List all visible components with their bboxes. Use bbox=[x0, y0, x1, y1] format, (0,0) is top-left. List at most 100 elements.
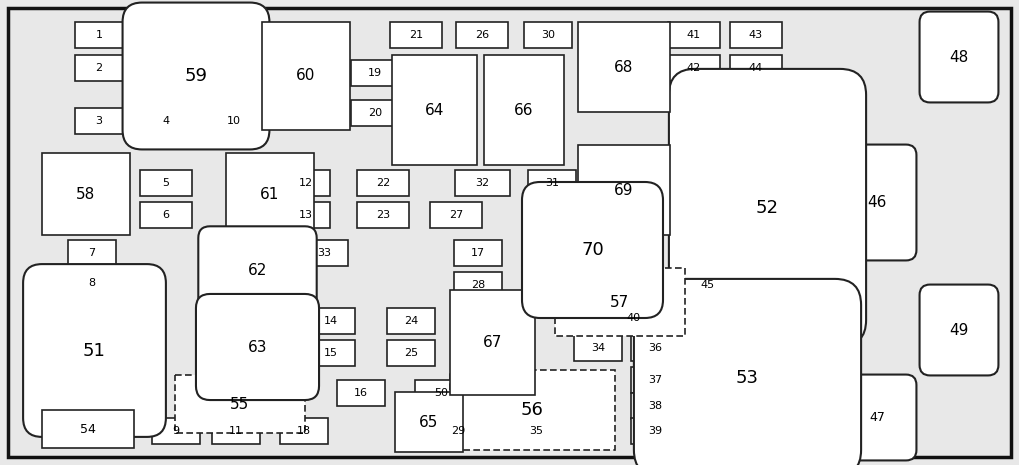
Text: 31: 31 bbox=[545, 178, 559, 188]
Bar bbox=[631, 418, 679, 444]
Bar bbox=[307, 308, 355, 334]
Text: 33: 33 bbox=[317, 248, 331, 258]
Bar bbox=[455, 22, 508, 48]
Text: 28: 28 bbox=[471, 280, 485, 290]
Text: 13: 13 bbox=[299, 210, 313, 220]
Bar bbox=[42, 153, 130, 235]
Text: 30: 30 bbox=[541, 30, 555, 40]
Bar bbox=[357, 202, 409, 228]
Text: 62: 62 bbox=[248, 263, 267, 278]
Text: 5: 5 bbox=[162, 178, 169, 188]
Text: 7: 7 bbox=[89, 248, 96, 258]
Text: 22: 22 bbox=[376, 178, 390, 188]
Text: 12: 12 bbox=[299, 178, 313, 188]
Bar bbox=[454, 240, 502, 266]
Bar bbox=[351, 60, 399, 86]
Bar bbox=[415, 380, 467, 406]
Bar bbox=[357, 170, 409, 196]
Text: 27: 27 bbox=[449, 210, 463, 220]
Text: 48: 48 bbox=[950, 49, 969, 65]
Bar bbox=[455, 170, 510, 196]
Text: 9: 9 bbox=[172, 426, 179, 436]
Text: 69: 69 bbox=[614, 182, 634, 198]
Text: 3: 3 bbox=[96, 116, 103, 126]
Bar bbox=[578, 145, 671, 235]
Bar bbox=[450, 370, 615, 450]
Text: 19: 19 bbox=[368, 68, 382, 78]
Text: 41: 41 bbox=[687, 30, 701, 40]
Bar bbox=[262, 22, 350, 130]
Bar bbox=[578, 22, 671, 112]
Text: 18: 18 bbox=[297, 426, 311, 436]
Text: 2: 2 bbox=[96, 63, 103, 73]
Bar bbox=[68, 240, 116, 266]
Bar bbox=[631, 335, 679, 361]
Text: 14: 14 bbox=[324, 316, 338, 326]
Bar bbox=[300, 240, 348, 266]
Text: 1: 1 bbox=[96, 30, 103, 40]
Text: 61: 61 bbox=[260, 186, 279, 201]
Bar bbox=[226, 153, 314, 235]
FancyBboxPatch shape bbox=[199, 226, 317, 315]
Text: 67: 67 bbox=[483, 335, 502, 350]
FancyBboxPatch shape bbox=[919, 12, 999, 102]
Bar bbox=[484, 55, 564, 165]
Text: 17: 17 bbox=[471, 248, 485, 258]
Text: 68: 68 bbox=[614, 60, 634, 74]
Text: 37: 37 bbox=[648, 375, 662, 385]
FancyBboxPatch shape bbox=[838, 375, 916, 460]
Text: 60: 60 bbox=[297, 68, 316, 84]
Bar bbox=[512, 418, 560, 444]
Bar bbox=[430, 202, 482, 228]
Text: 43: 43 bbox=[749, 30, 763, 40]
Text: 40: 40 bbox=[627, 313, 641, 323]
Text: 34: 34 bbox=[591, 343, 605, 353]
Text: 46: 46 bbox=[867, 195, 887, 210]
Bar bbox=[555, 268, 685, 336]
Text: 11: 11 bbox=[229, 426, 243, 436]
Bar bbox=[454, 272, 502, 298]
Bar bbox=[631, 367, 679, 393]
FancyBboxPatch shape bbox=[522, 182, 663, 318]
Text: 38: 38 bbox=[648, 401, 662, 411]
Text: 26: 26 bbox=[475, 30, 489, 40]
Text: 24: 24 bbox=[404, 316, 418, 326]
Bar bbox=[524, 22, 572, 48]
Bar bbox=[730, 55, 782, 81]
Text: 25: 25 bbox=[404, 348, 418, 358]
Text: 65: 65 bbox=[419, 414, 439, 430]
Bar bbox=[152, 418, 200, 444]
Bar bbox=[730, 22, 782, 48]
FancyBboxPatch shape bbox=[919, 285, 999, 375]
Text: 59: 59 bbox=[184, 67, 208, 85]
FancyBboxPatch shape bbox=[196, 294, 319, 400]
Bar bbox=[307, 340, 355, 366]
Text: 70: 70 bbox=[581, 241, 604, 259]
Text: 47: 47 bbox=[869, 411, 884, 424]
Text: 21: 21 bbox=[409, 30, 423, 40]
Bar bbox=[212, 418, 260, 444]
Bar bbox=[68, 270, 116, 296]
Bar bbox=[680, 272, 735, 298]
Text: 63: 63 bbox=[248, 339, 267, 354]
Bar bbox=[434, 418, 482, 444]
Bar bbox=[42, 410, 135, 448]
Text: 52: 52 bbox=[756, 199, 779, 217]
FancyBboxPatch shape bbox=[668, 69, 866, 346]
Text: 29: 29 bbox=[450, 426, 465, 436]
Text: 20: 20 bbox=[368, 108, 382, 118]
Text: 57: 57 bbox=[610, 294, 630, 310]
Text: 44: 44 bbox=[749, 63, 763, 73]
Bar bbox=[208, 108, 260, 134]
Text: 58: 58 bbox=[76, 186, 96, 201]
Bar bbox=[390, 22, 442, 48]
Text: 55: 55 bbox=[230, 397, 250, 412]
Text: 32: 32 bbox=[476, 178, 489, 188]
Text: 8: 8 bbox=[89, 278, 96, 288]
Bar bbox=[392, 55, 477, 165]
Text: 53: 53 bbox=[736, 368, 759, 386]
Bar bbox=[75, 22, 123, 48]
Text: 51: 51 bbox=[84, 341, 106, 359]
Text: 42: 42 bbox=[687, 63, 701, 73]
Bar bbox=[631, 393, 679, 419]
